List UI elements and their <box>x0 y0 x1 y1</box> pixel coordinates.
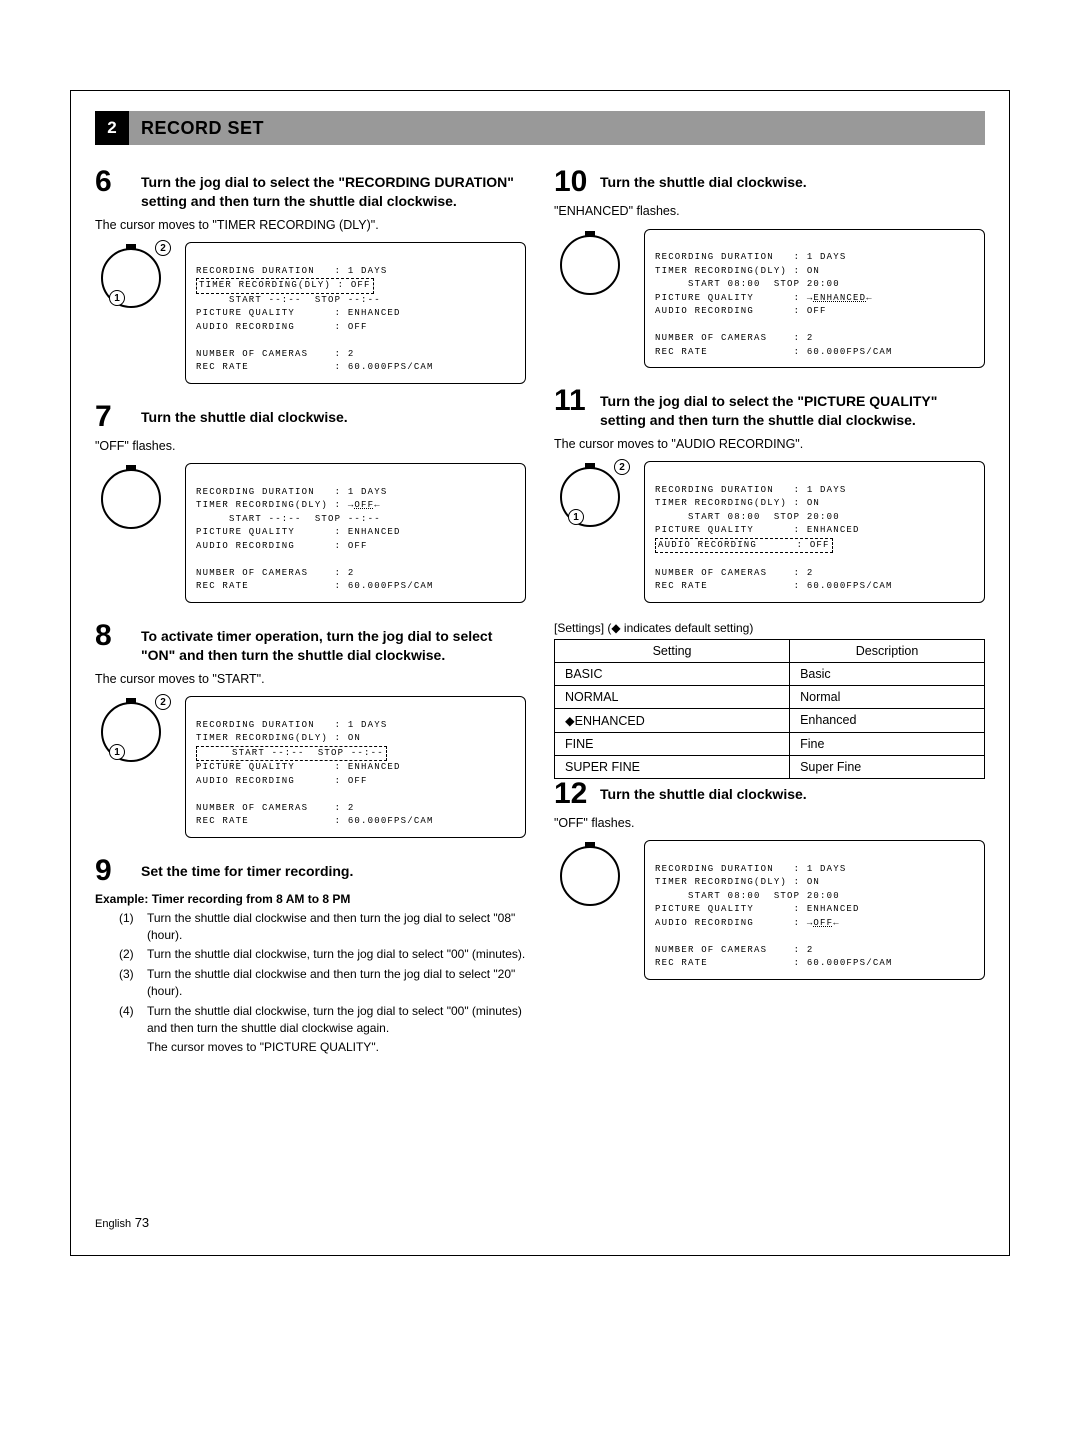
settings-header: Description <box>790 639 985 662</box>
settings-table: SettingDescriptionBASICBasicNORMALNormal… <box>554 639 985 779</box>
osd-screen: RECORDING DURATION : 1 DAYS TIMER RECORD… <box>644 840 985 980</box>
step-title: Turn the shuttle dial clockwise. <box>600 167 807 192</box>
jog-shuttle-dial-icon: 1 2 <box>95 696 167 768</box>
step-title: Turn the jog dial to select the "PICTURE… <box>600 386 985 430</box>
footer-page-number: 73 <box>135 1215 149 1230</box>
osd-screen: RECORDING DURATION : 1 DAYS TIMER RECORD… <box>185 463 526 603</box>
table-cell: BASIC <box>555 662 790 685</box>
dial-badge-2: 2 <box>155 240 171 256</box>
step-title: Set the time for timer recording. <box>141 856 353 881</box>
step-figure: RECORDING DURATION : 1 DAYS TIMER RECORD… <box>554 840 985 980</box>
osd-screen: RECORDING DURATION : 1 DAYS TIMER RECORD… <box>644 229 985 369</box>
example-list: (1)Turn the shuttle dial clockwise and t… <box>95 910 526 1057</box>
content-columns: 6 Turn the jog dial to select the "RECOR… <box>95 167 985 1075</box>
step-number: 9 <box>95 856 131 886</box>
table-cell: FINE <box>555 732 790 755</box>
step-figure: 1 2 RECORDING DURATION : 1 DAYS TIMER RE… <box>95 242 526 384</box>
osd-screen: RECORDING DURATION : 1 DAYS TIMER RECORD… <box>644 461 985 603</box>
section-title: RECORD SET <box>141 118 264 139</box>
step-title: Turn the jog dial to select the "RECORDI… <box>141 167 526 211</box>
example-item: (4)Turn the shuttle dial clockwise, turn… <box>119 1003 526 1038</box>
step-number: 12 <box>554 779 590 809</box>
table-cell: NORMAL <box>555 685 790 708</box>
example-tail: The cursor moves to "PICTURE QUALITY". <box>119 1039 526 1056</box>
step-body: The cursor moves to "TIMER RECORDING (DL… <box>95 217 526 235</box>
jog-shuttle-dial-icon: 1 2 <box>95 242 167 314</box>
step-body: "ENHANCED" flashes. <box>554 203 985 221</box>
step-11: 11 Turn the jog dial to select the "PICT… <box>554 386 985 603</box>
osd-screen: RECORDING DURATION : 1 DAYS TIMER RECORD… <box>185 696 526 838</box>
step-8: 8 To activate timer operation, turn the … <box>95 621 526 838</box>
step-number: 7 <box>95 402 131 432</box>
table-cell: ◆ENHANCED <box>555 708 790 732</box>
table-row: ◆ENHANCEDEnhanced <box>555 708 985 732</box>
step-body: "OFF" flashes. <box>95 438 526 456</box>
footer-language: English <box>95 1218 131 1230</box>
step-title: To activate timer operation, turn the jo… <box>141 621 526 665</box>
settings-header: Setting <box>555 639 790 662</box>
step-10: 10 Turn the shuttle dial clockwise. "ENH… <box>554 167 985 368</box>
step-figure: RECORDING DURATION : 1 DAYS TIMER RECORD… <box>554 229 985 369</box>
step-number: 6 <box>95 167 131 197</box>
step-figure: 1 2 RECORDING DURATION : 1 DAYS TIMER RE… <box>554 461 985 603</box>
table-cell: Fine <box>790 732 985 755</box>
dial-badge-2: 2 <box>155 694 171 710</box>
step-6: 6 Turn the jog dial to select the "RECOR… <box>95 167 526 384</box>
step-number: 10 <box>554 167 590 197</box>
step-7: 7 Turn the shuttle dial clockwise. "OFF"… <box>95 402 526 603</box>
section-header: 2 RECORD SET <box>95 111 985 145</box>
jog-shuttle-dial-icon: 1 2 <box>554 461 626 533</box>
dial-badge-1: 1 <box>109 744 125 760</box>
page-footer: English 73 <box>95 1215 985 1239</box>
step-9: 9 Set the time for timer recording. Exam… <box>95 856 526 1057</box>
step-12: 12 Turn the shuttle dial clockwise. "OFF… <box>554 779 985 980</box>
table-cell: SUPER FINE <box>555 755 790 778</box>
osd-screen: RECORDING DURATION : 1 DAYS TIMER RECORD… <box>185 242 526 384</box>
step-body: The cursor moves to "START". <box>95 671 526 689</box>
step-number: 11 <box>554 386 590 416</box>
table-row: FINEFine <box>555 732 985 755</box>
jog-shuttle-dial-icon <box>95 463 167 535</box>
jog-shuttle-dial-icon <box>554 840 626 912</box>
table-cell: Super Fine <box>790 755 985 778</box>
table-row: SUPER FINESuper Fine <box>555 755 985 778</box>
step-number: 8 <box>95 621 131 651</box>
dial-badge-2: 2 <box>614 459 630 475</box>
table-cell: Basic <box>790 662 985 685</box>
left-column: 6 Turn the jog dial to select the "RECOR… <box>95 167 526 1075</box>
table-cell: Normal <box>790 685 985 708</box>
page-frame: 2 RECORD SET 6 Turn the jog dial to sele… <box>70 90 1010 1256</box>
step-body: The cursor moves to "AUDIO RECORDING". <box>554 436 985 454</box>
jog-shuttle-dial-icon <box>554 229 626 301</box>
example-item: (3)Turn the shuttle dial clockwise and t… <box>119 966 526 1001</box>
right-column: 10 Turn the shuttle dial clockwise. "ENH… <box>554 167 985 1075</box>
step-figure: 1 2 RECORDING DURATION : 1 DAYS TIMER RE… <box>95 696 526 838</box>
step-title: Turn the shuttle dial clockwise. <box>600 779 807 804</box>
table-cell: Enhanced <box>790 708 985 732</box>
step-figure: RECORDING DURATION : 1 DAYS TIMER RECORD… <box>95 463 526 603</box>
section-number: 2 <box>95 111 129 145</box>
example-item: (2)Turn the shuttle dial clockwise, turn… <box>119 946 526 963</box>
table-row: NORMALNormal <box>555 685 985 708</box>
example-item: (1)Turn the shuttle dial clockwise and t… <box>119 910 526 945</box>
step-body: "OFF" flashes. <box>554 815 985 833</box>
step-title: Turn the shuttle dial clockwise. <box>141 402 348 427</box>
settings-caption: [Settings] (◆ indicates default setting) <box>554 621 985 635</box>
example-title: Example: Timer recording from 8 AM to 8 … <box>95 892 526 906</box>
table-row: BASICBasic <box>555 662 985 685</box>
